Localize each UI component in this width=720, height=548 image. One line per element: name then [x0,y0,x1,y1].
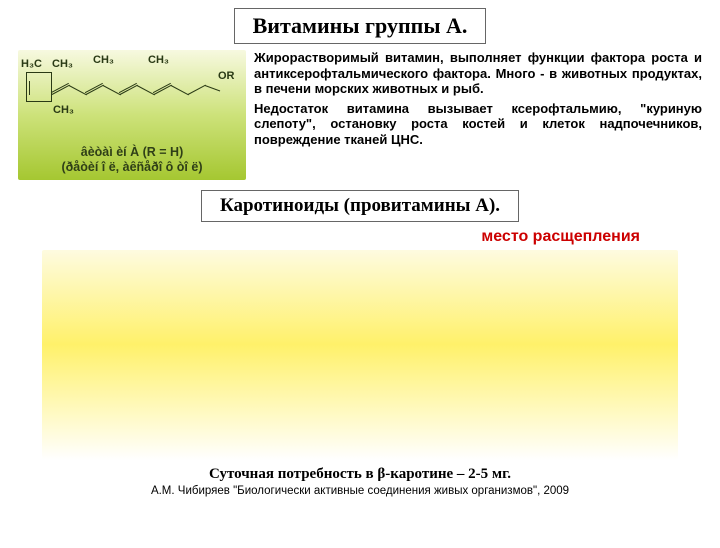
daily-requirement: Суточная потребность в β-каротине – 2-5 … [0,466,720,483]
atom-label: CH₃ [52,58,73,70]
page-title: Витамины группы А. [234,8,487,44]
subtitle-text: Каротиноиды (провитамины А). [220,195,500,216]
atom-label: CH₃ [53,104,74,116]
title-text: Витамины группы А. [253,13,468,38]
formula-caption: âèòàì èí À (R = H) (ðåòèí î ë, àêñåðî ô … [18,145,246,174]
cleavage-site-label: место расщепления [0,228,720,246]
description-p2: Недостаток витамина вызывает ксерофтальм… [254,101,702,148]
atom-label: H₃C [21,58,42,70]
description-p1: Жирорастворимый витамин, выполняет функц… [254,50,702,97]
description-block: Жирорастворимый витамин, выполняет функц… [254,50,702,180]
retinol-structure-panel: H₃C CH₃ CH₃ CH₃ OR CH₃ âèòàì èí À (R = H… [18,50,246,180]
polyene-chain-icon [52,80,224,102]
atom-label: CH₃ [93,54,114,66]
formula-caption-line2: (ðåòèí î ë, àêñåðî ô òî ë) [18,160,246,174]
atom-label: CH₃ [148,54,169,66]
top-row: H₃C CH₃ CH₃ CH₃ OR CH₃ âèòàì èí À (R = H… [0,50,720,180]
cyclohexene-ring-icon [26,72,52,102]
formula-caption-line1: âèòàì èí À (R = H) [18,145,246,159]
footer-citation: А.М. Чибиряев "Биологически активные сое… [0,485,720,497]
subtitle-box: Каротиноиды (провитамины А). [201,190,519,222]
carotenoid-structure-panel [42,250,678,460]
